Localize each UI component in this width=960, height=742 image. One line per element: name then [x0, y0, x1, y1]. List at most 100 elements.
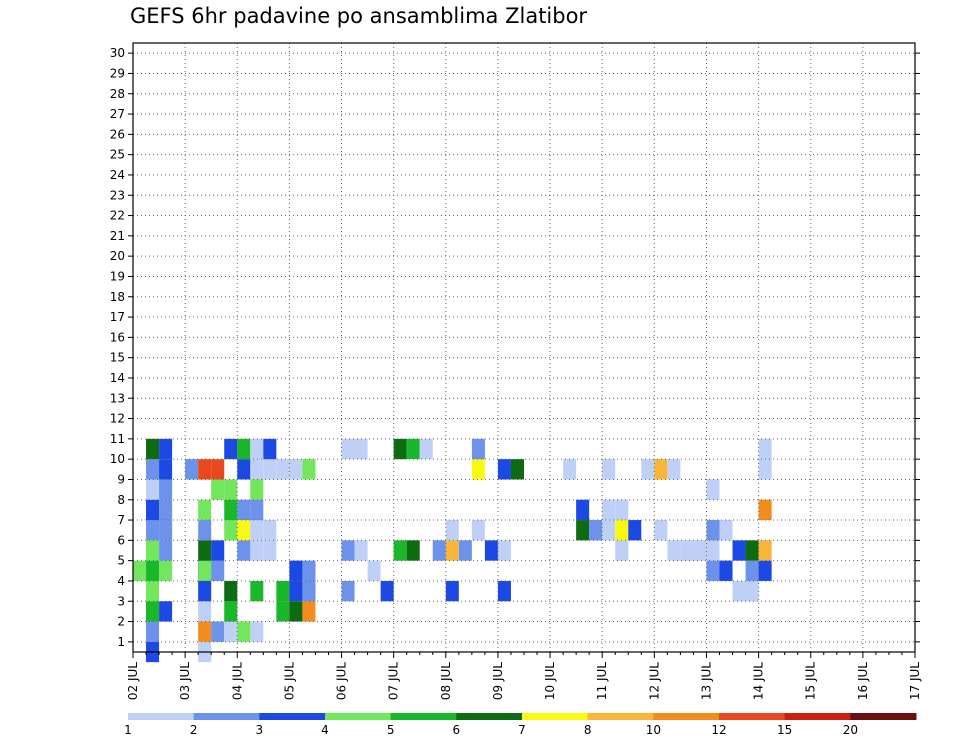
heatmap-cell [693, 540, 707, 561]
heatmap-cell [224, 520, 238, 541]
heatmap-cell [497, 540, 511, 561]
y-tick-label: 6 [117, 533, 125, 547]
heatmap-cell [719, 520, 733, 541]
heatmap-cell [159, 520, 173, 541]
heatmap-cell [445, 520, 459, 541]
heatmap-cell [471, 438, 485, 460]
heatmap-cell [159, 479, 173, 500]
colorbar-label: 10 [646, 723, 661, 737]
heatmap-cell [198, 459, 212, 480]
heatmap-cell [146, 479, 160, 500]
colorbar-label: 20 [843, 723, 858, 737]
heatmap-cell [641, 459, 655, 480]
x-tick-label: 17 JUL [908, 662, 922, 700]
y-tick-label: 28 [110, 87, 125, 101]
heatmap-cell [146, 459, 160, 480]
chart-title: GEFS 6hr padavine po ansamblima Zlatibor [130, 4, 588, 28]
heatmap-cell [250, 479, 264, 500]
heatmap-cell [185, 459, 199, 480]
heatmap-cell [393, 540, 407, 561]
heatmap-cell [250, 621, 264, 642]
heatmap-cell [354, 540, 368, 561]
colorbar-segment [259, 713, 326, 720]
heatmap-cell [602, 499, 616, 521]
heatmap-cell [719, 560, 733, 581]
heatmap-cell [497, 459, 511, 480]
y-tick-label: 24 [110, 168, 125, 182]
heatmap-cell [250, 499, 264, 521]
heatmap-cell [341, 540, 355, 561]
heatmap-cell [159, 499, 173, 521]
y-tick-label: 17 [110, 310, 125, 324]
y-tick-label: 23 [110, 188, 125, 202]
heatmap-cell [419, 438, 433, 460]
heatmap-cell [302, 560, 316, 581]
heatmap-cell [211, 540, 225, 561]
x-tick-label: 12 JUL [647, 662, 661, 700]
heatmap-cell [758, 459, 772, 480]
y-tick-label: 4 [117, 574, 125, 588]
heatmap-cell [250, 520, 264, 541]
y-tick-label: 1 [117, 635, 125, 649]
heatmap-cell [237, 540, 251, 561]
heatmap-cell [380, 580, 394, 602]
heatmap-cell [263, 520, 277, 541]
heatmap-cell [289, 580, 303, 602]
heatmap-cell [758, 560, 772, 581]
heatmap-cell [497, 580, 511, 602]
colorbar-segment [390, 713, 457, 720]
colorbar-label: 5 [387, 723, 395, 737]
colorbar-segment [193, 713, 260, 720]
heatmap-cell [576, 499, 590, 521]
y-tick-label: 5 [117, 554, 125, 568]
colorbar-label: 2 [190, 723, 198, 737]
heatmap-cell [563, 459, 577, 480]
heatmap-cell [237, 520, 251, 541]
heatmap-cell [224, 621, 238, 642]
heatmap-cell [654, 459, 668, 480]
grid [133, 43, 915, 652]
colorbar-segment [850, 713, 917, 720]
heatmap-cell [758, 438, 772, 460]
heatmap-cell [628, 520, 642, 541]
heatmap-cell [250, 540, 264, 561]
x-tick-label: 10 JUL [543, 662, 557, 700]
heatmap-cell [602, 520, 616, 541]
heatmap-cell [302, 459, 316, 480]
heatmap-cell [458, 540, 472, 561]
x-tick-label: 09 JUL [491, 662, 505, 700]
x-tick-label: 13 JUL [699, 662, 713, 700]
colorbar-segment [456, 713, 523, 720]
colorbar-label: 7 [518, 723, 526, 737]
heatmap-cell [406, 438, 420, 460]
x-tick-label: 07 JUL [387, 662, 401, 700]
x-tick-label: 11 JUL [595, 662, 609, 700]
heatmap-cell [732, 540, 746, 561]
y-tick-label: 20 [110, 249, 125, 263]
heatmap-cell [471, 520, 485, 541]
x-tick-label: 06 JUL [335, 662, 349, 700]
y-tick-label: 18 [110, 290, 125, 304]
heatmap-cell [706, 560, 720, 581]
heatmap-cell [198, 560, 212, 581]
y-axis: 1234567891011121314151617181920212223242… [110, 46, 920, 649]
heatmap-cell [289, 459, 303, 480]
heatmap-cell [302, 601, 316, 622]
heatmap-cell [159, 601, 173, 622]
x-tick-label: 15 JUL [804, 662, 818, 700]
heatmap-cell [510, 459, 524, 480]
colorbar-segment [653, 713, 720, 720]
heatmap-cell [237, 621, 251, 642]
heatmap-cell [146, 540, 160, 561]
heatmap-cell [706, 520, 720, 541]
heatmap-cell [654, 520, 668, 541]
heatmap-cell [354, 438, 368, 460]
heatmap-cell [758, 540, 772, 561]
heatmap-cell [224, 580, 238, 602]
heatmap-cell [263, 438, 277, 460]
y-tick-label: 7 [117, 513, 125, 527]
y-tick-label: 8 [117, 493, 125, 507]
heatmap-cell [237, 499, 251, 521]
heatmap-cell [159, 560, 173, 581]
